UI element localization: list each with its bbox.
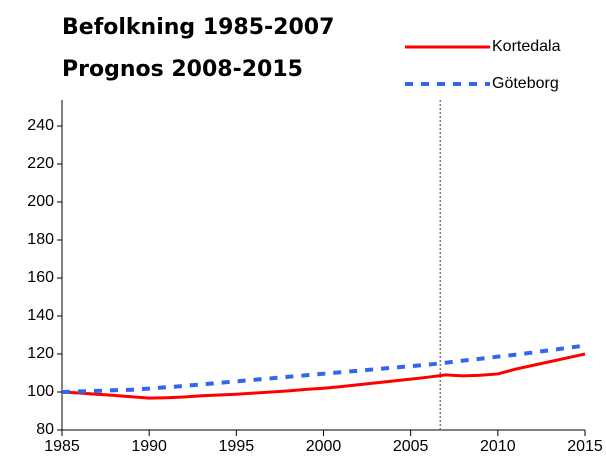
y-tick-label: 120	[27, 345, 54, 362]
y-tick-label: 140	[27, 307, 54, 324]
x-tick-label: 1990	[131, 438, 167, 455]
y-tick-label: 180	[27, 231, 54, 248]
y-tick-label: 200	[27, 193, 54, 210]
series-line	[61, 352, 586, 400]
chart-title: Befolkning 1985-2007	[62, 15, 334, 40]
y-tick-label: 160	[27, 269, 54, 286]
chart-subtitle: Prognos 2008-2015	[62, 57, 303, 82]
x-tick-label: 1985	[44, 438, 80, 455]
y-tick-label: 220	[27, 155, 54, 172]
x-tick-label: 1995	[219, 438, 255, 455]
y-tick-label: 80	[36, 421, 54, 438]
legend-label: Kortedala	[492, 38, 561, 55]
x-tick-label: 2010	[480, 438, 516, 455]
y-tick-label: 100	[27, 383, 54, 400]
y-tick-label: 240	[27, 117, 54, 134]
x-tick-label: 2000	[306, 438, 342, 455]
x-tick-label: 2015	[567, 438, 603, 455]
series-line	[61, 343, 586, 394]
x-tick-label: 2005	[393, 438, 429, 455]
legend-label: Göteborg	[492, 75, 559, 92]
